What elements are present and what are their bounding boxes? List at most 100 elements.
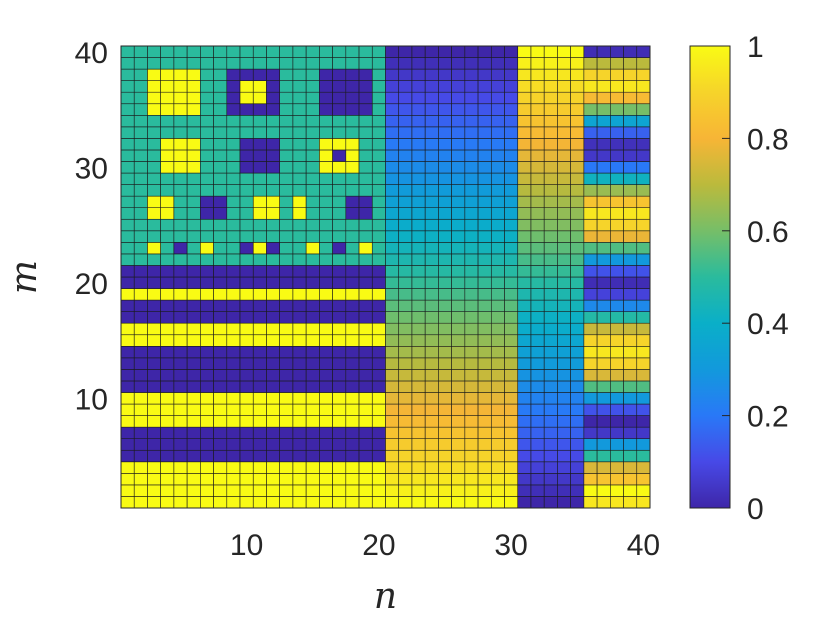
heatmap-cell xyxy=(543,322,558,336)
heatmap-cell xyxy=(147,299,161,312)
heatmap-cell xyxy=(173,103,188,116)
heatmap-cell xyxy=(173,415,188,428)
heatmap-cell xyxy=(438,91,452,105)
heatmap-cell xyxy=(213,438,228,451)
heatmap-cell xyxy=(517,207,532,220)
heatmap-cell xyxy=(319,380,333,393)
heatmap-cell xyxy=(239,369,254,382)
heatmap-cell xyxy=(438,45,452,58)
heatmap-cell xyxy=(345,438,360,451)
heatmap-cell xyxy=(636,115,651,128)
heatmap-cell xyxy=(557,138,571,151)
heatmap-cell xyxy=(358,288,373,301)
heatmap-cell xyxy=(477,415,492,428)
heatmap-cell xyxy=(332,380,347,393)
heatmap-cell xyxy=(636,138,651,151)
heatmap-cell xyxy=(636,311,651,324)
heatmap-cell xyxy=(477,276,492,289)
heatmap-cell xyxy=(623,322,638,336)
heatmap-cell xyxy=(226,115,241,128)
heatmap-cell xyxy=(464,45,479,58)
heatmap-cell xyxy=(292,253,307,266)
heatmap-cell xyxy=(623,230,638,243)
heatmap-cell xyxy=(292,380,307,393)
heatmap-cell xyxy=(610,357,624,370)
heatmap-cell xyxy=(464,161,479,174)
heatmap-cell xyxy=(623,299,638,312)
heatmap-cell xyxy=(358,230,373,243)
heatmap-cell xyxy=(371,80,386,93)
heatmap-cell xyxy=(173,265,188,278)
heatmap-cell xyxy=(438,230,452,243)
heatmap-cell xyxy=(213,369,228,382)
heatmap-cell xyxy=(424,415,439,428)
heatmap-cell xyxy=(120,299,135,312)
heatmap-cell xyxy=(133,380,148,393)
heatmap-cell xyxy=(305,461,320,474)
heatmap-cell xyxy=(279,126,294,139)
heatmap-cell xyxy=(305,161,320,174)
heatmap-cell xyxy=(411,242,426,255)
heatmap-cell xyxy=(345,299,360,312)
heatmap-cell xyxy=(371,161,386,174)
heatmap-cell xyxy=(120,357,135,370)
heatmap-cell xyxy=(636,126,651,139)
heatmap-cell xyxy=(358,195,373,208)
heatmap-cell xyxy=(186,45,201,58)
heatmap-cell xyxy=(226,380,241,393)
heatmap-cell xyxy=(279,438,294,451)
heatmap-cell xyxy=(186,299,201,312)
heatmap-cell xyxy=(371,138,386,151)
heatmap-cell xyxy=(570,461,585,474)
heatmap-cell xyxy=(239,288,254,301)
heatmap-cell xyxy=(530,172,545,185)
heatmap-cell xyxy=(239,322,254,336)
heatmap-cell xyxy=(226,80,241,93)
heatmap-cell xyxy=(239,473,254,486)
heatmap-cell xyxy=(133,473,148,486)
heatmap-cell xyxy=(279,299,294,312)
heatmap-cell xyxy=(504,80,519,93)
heatmap-cell xyxy=(133,265,148,278)
heatmap-cell xyxy=(200,57,214,70)
heatmap-cell xyxy=(438,345,452,359)
heatmap-cell xyxy=(266,230,281,243)
heatmap-cell xyxy=(424,311,439,324)
heatmap-cell xyxy=(371,484,386,497)
heatmap-cell xyxy=(557,322,571,336)
heatmap-cell xyxy=(596,103,611,116)
heatmap-cell xyxy=(186,172,201,185)
heatmap-cell xyxy=(345,461,360,474)
heatmap-cell xyxy=(239,461,254,474)
heatmap-cell xyxy=(517,403,532,416)
y-tick-label: 40 xyxy=(75,37,108,70)
heatmap-cell xyxy=(213,461,228,474)
heatmap-cell xyxy=(252,322,267,336)
heatmap-cell xyxy=(120,218,135,232)
heatmap-cell xyxy=(226,172,241,185)
heatmap-cell xyxy=(226,195,241,208)
heatmap-cell xyxy=(543,172,558,185)
heatmap-cell xyxy=(570,403,585,416)
heatmap-cell xyxy=(371,45,386,58)
heatmap-cell xyxy=(477,172,492,185)
heatmap-cell xyxy=(385,311,400,324)
heatmap-cell xyxy=(266,276,281,289)
heatmap-cell xyxy=(583,103,598,116)
heatmap-cell xyxy=(371,345,386,359)
heatmap-cell xyxy=(292,207,307,220)
heatmap-cell xyxy=(596,57,611,70)
heatmap-cell xyxy=(398,115,413,128)
heatmap-cell xyxy=(147,311,161,324)
heatmap-cell xyxy=(252,230,267,243)
heatmap-cell xyxy=(411,345,426,359)
heatmap-cell xyxy=(424,184,439,197)
heatmap-cell xyxy=(292,288,307,301)
heatmap-cell xyxy=(583,438,598,451)
heatmap-cell xyxy=(279,242,294,255)
heatmap-cell xyxy=(411,369,426,382)
heatmap-cell xyxy=(345,288,360,301)
heatmap-cell xyxy=(319,253,333,266)
heatmap-cell xyxy=(411,218,426,232)
heatmap-cell xyxy=(252,415,267,428)
